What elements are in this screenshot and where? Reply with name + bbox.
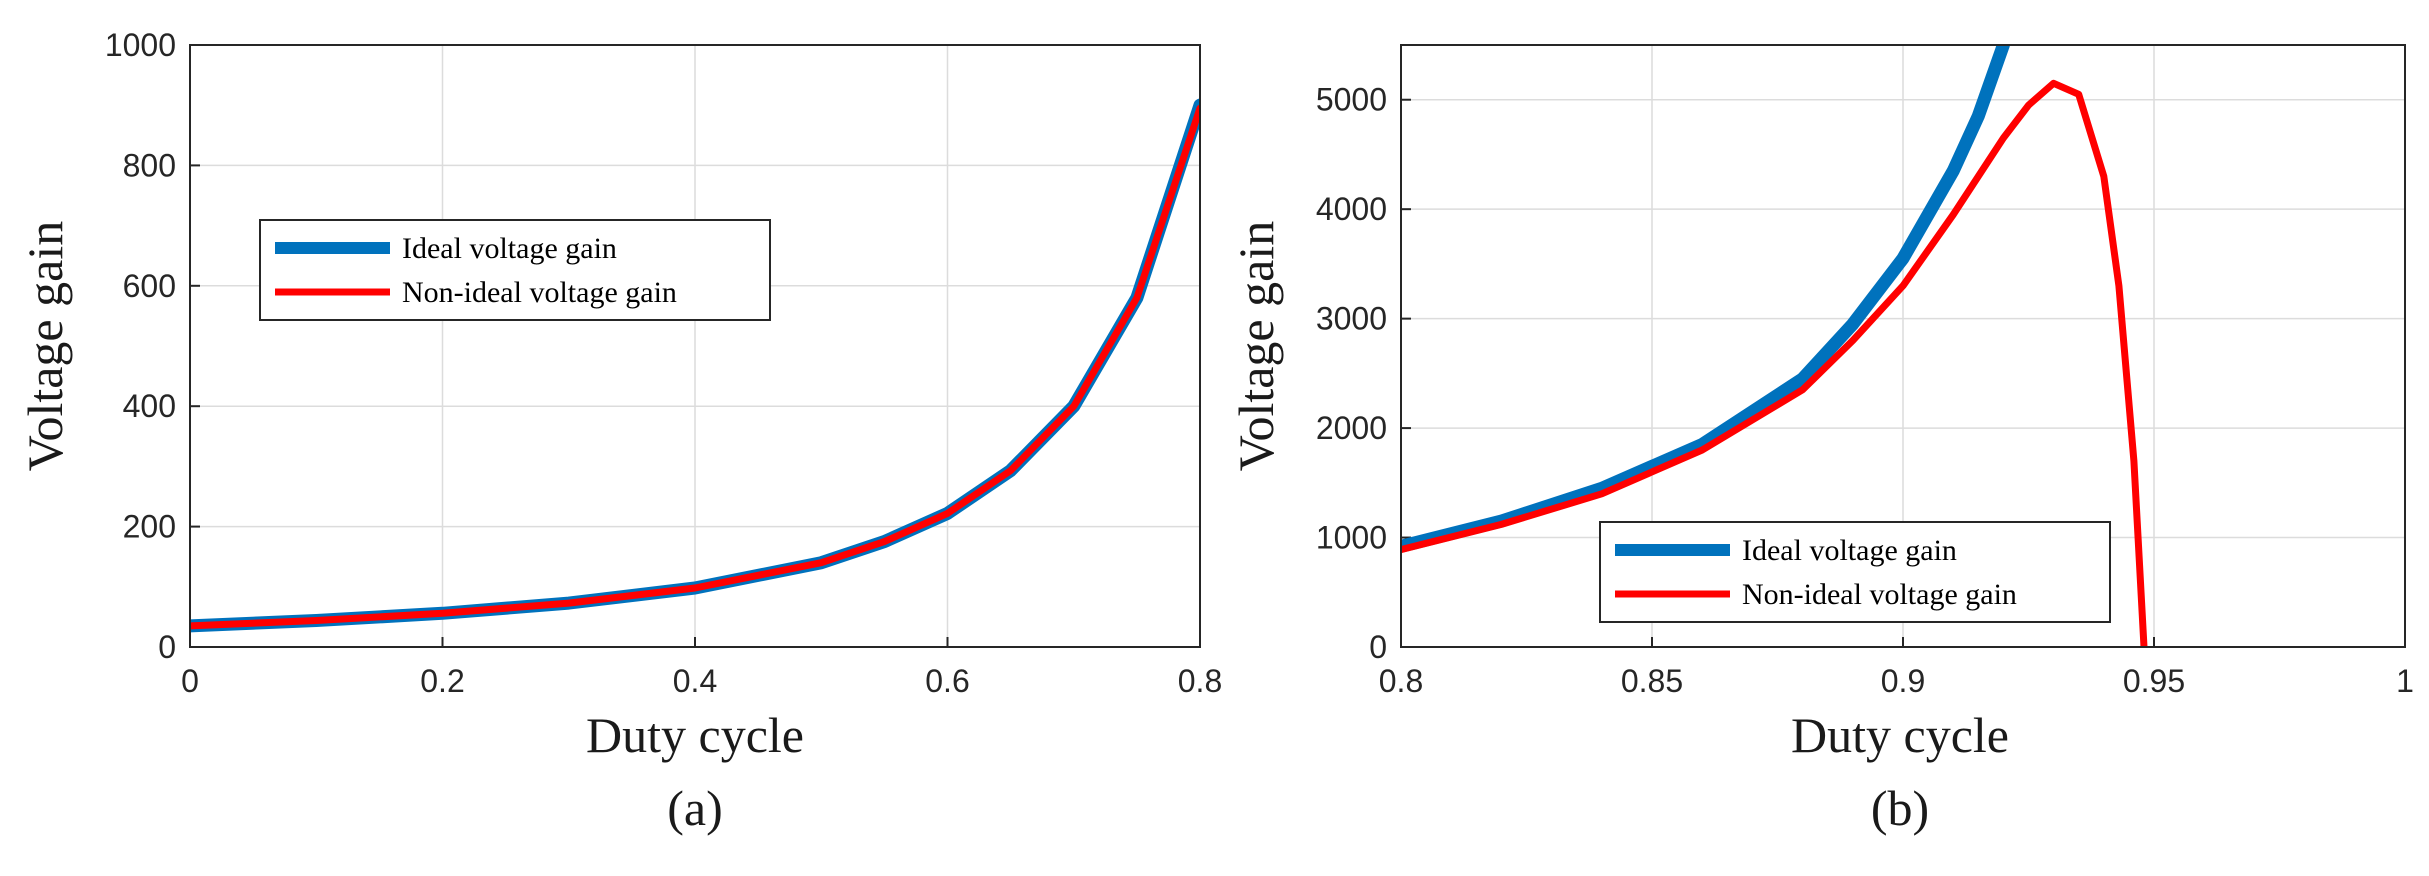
panel-label: (b) xyxy=(1871,780,1929,836)
y-tick-label: 0 xyxy=(158,629,176,665)
series-line-non-ideal xyxy=(190,104,1200,630)
y-axis-label: Voltage gain xyxy=(17,221,73,471)
y-axis-label: Voltage gain xyxy=(1228,221,1284,471)
legend-box xyxy=(259,219,771,321)
x-tick-label: 0.6 xyxy=(925,663,969,699)
y-tick-label: 800 xyxy=(123,147,176,183)
y-tick-label: 600 xyxy=(123,268,176,304)
x-tick-label: 0.8 xyxy=(1379,663,1423,699)
legend-label: Non-ideal voltage gain xyxy=(402,276,677,309)
legend: Ideal voltage gain Non-ideal voltage gain xyxy=(1599,521,2111,623)
x-tick-label: 0.9 xyxy=(1881,663,1925,699)
y-tick-label: 2000 xyxy=(1316,410,1387,446)
panel-label: (a) xyxy=(667,780,723,836)
axes-frame xyxy=(1400,44,2406,648)
x-tick-label: 0.95 xyxy=(2123,663,2185,699)
legend: Ideal voltage gain Non-ideal voltage gain xyxy=(259,219,771,321)
x-tick-label: 0 xyxy=(181,663,199,699)
x-axis-label: Duty cycle xyxy=(1791,707,2009,763)
x-tick-label: 1 xyxy=(2396,663,2414,699)
legend-box xyxy=(1599,521,2111,623)
x-tick-label: 0.8 xyxy=(1178,663,1222,699)
y-tick-label: 4000 xyxy=(1316,191,1387,227)
y-tick-label: 3000 xyxy=(1316,301,1387,337)
y-tick-label: 0 xyxy=(1369,629,1387,665)
series-line-ideal xyxy=(1401,45,2010,553)
x-tick-label: 0.85 xyxy=(1621,663,1683,699)
legend-label: Ideal voltage gain xyxy=(1742,534,1957,567)
axes-frame xyxy=(189,44,1201,648)
legend-label: Ideal voltage gain xyxy=(402,232,617,265)
x-axis-label: Duty cycle xyxy=(586,707,804,763)
legend-label: Non-ideal voltage gain xyxy=(1742,578,2017,611)
series-line-non-ideal xyxy=(1401,79,2148,647)
chart-panel-b: 0.8 0.85 0.9 0.95 1 0 1000 2000 3000 4000 5000 Idea… xyxy=(1228,44,2414,836)
y-tick-label: 200 xyxy=(123,509,176,545)
y-tick-label: 5000 xyxy=(1316,82,1387,118)
y-tick-label: 1000 xyxy=(1316,520,1387,556)
y-tick-label: 1000 xyxy=(105,27,176,63)
x-tick-label: 0.2 xyxy=(420,663,464,699)
x-tick-label: 0.4 xyxy=(673,663,717,699)
y-tick-label: 400 xyxy=(123,388,176,424)
chart-panel-a: 0 0.2 0.4 0.6 0.8 0 200 400 600 800 1000 Ideal volt… xyxy=(17,27,1222,836)
